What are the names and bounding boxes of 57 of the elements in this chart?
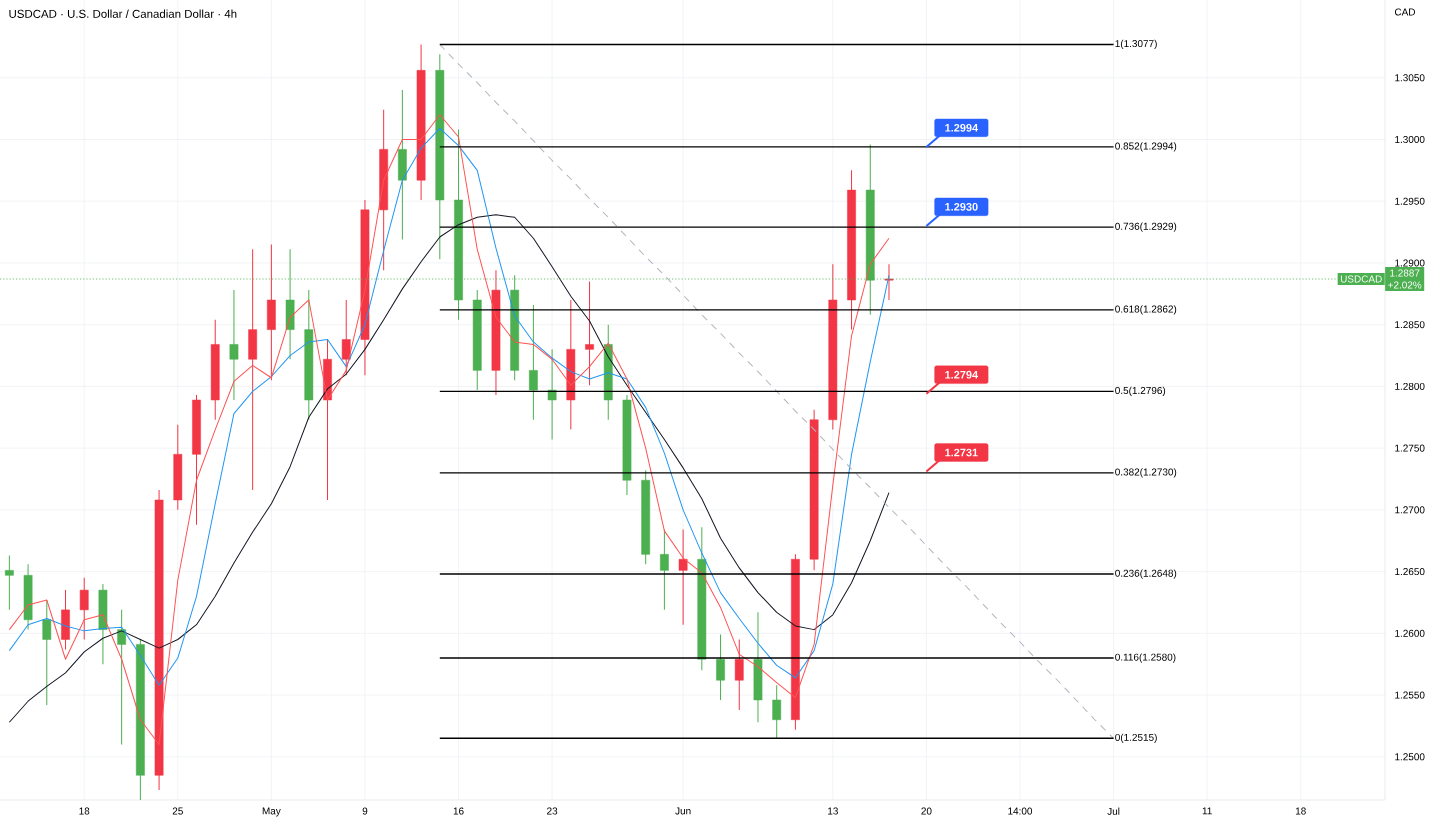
- series-label: 0.116(1.2580): [1115, 653, 1176, 663]
- candlestick: [229, 289, 239, 401]
- x-tick-label: 20: [921, 807, 932, 815]
- x-tick-label: 23: [547, 807, 558, 815]
- text: 1.2887: [1390, 269, 1420, 277]
- y-tick-label: 1.2700: [1395, 506, 1425, 514]
- candlestick: [660, 529, 669, 611]
- series-label: 0.382(1.2730): [1115, 468, 1177, 478]
- y-tick-label: 1.2650: [1395, 568, 1425, 576]
- y-tick-label: 1.2950: [1395, 197, 1425, 205]
- x-tick-label: 16: [453, 807, 464, 815]
- candlestick: [42, 599, 52, 706]
- annotation: 1.2930: [945, 202, 978, 211]
- candlestick: [4, 555, 14, 611]
- x-tick-label: May: [262, 807, 281, 817]
- annotation: 1.2994: [945, 123, 979, 132]
- y-tick-label: 1.2550: [1395, 691, 1425, 699]
- y-tick-label: 1.2600: [1395, 629, 1425, 637]
- x-tick-label: 25: [172, 807, 183, 815]
- x-tick-label: 18: [1295, 807, 1306, 815]
- x-tick-label: 9: [362, 807, 368, 815]
- candlestick: [678, 529, 688, 626]
- candlestick: [547, 348, 557, 440]
- series-label: 0(1.2515): [1115, 733, 1157, 743]
- candlestick: [734, 639, 744, 711]
- series-label: 1(1.3077): [1115, 39, 1157, 50]
- series-label: 0.852(1.2994): [1115, 142, 1177, 152]
- y-tick-label: 1.2900: [1395, 259, 1425, 267]
- x-tick-label: 18: [79, 807, 90, 815]
- series-label: 0.236(1.2648): [1115, 569, 1177, 579]
- x-tick-label: Jul: [1107, 807, 1120, 815]
- series-label: 0.5(1.2796): [1115, 386, 1166, 396]
- candlestick: [341, 299, 351, 376]
- candlestick: [529, 304, 538, 421]
- candlestick: [117, 609, 127, 745]
- annotation: 1.2794: [945, 370, 979, 379]
- text: +2.02%: [1388, 281, 1422, 289]
- y-tick-label: 1.2500: [1395, 753, 1425, 761]
- series-label: 0.618(1.2862): [1115, 305, 1177, 315]
- candlestick: [716, 634, 725, 701]
- y-tick-label: 1.2800: [1395, 382, 1425, 390]
- annotation: 1.2731: [945, 448, 978, 457]
- candlestick: [772, 684, 782, 739]
- x-tick-label: 14:00: [1008, 807, 1033, 815]
- candlestick: [79, 577, 89, 640]
- y-tick-label: 1.3050: [1395, 74, 1425, 82]
- y-tick-label: 1.2750: [1395, 444, 1425, 452]
- text: USDCAD · U.S. Dollar / Canadian Dollar · 4h: [9, 9, 237, 18]
- x-tick-label: 13: [828, 807, 838, 815]
- x-tick-label: Jun: [675, 807, 691, 815]
- y-axis-title: CAD: [1394, 8, 1416, 16]
- x-tick-label: 11: [1202, 807, 1212, 815]
- y-tick-label: 1.2850: [1395, 321, 1425, 329]
- series-label: 0.736(1.2929): [1115, 222, 1177, 232]
- candlestick: [585, 280, 594, 386]
- ref-line-label: USDCAD: [1340, 275, 1382, 283]
- y-tick-label: 1.3000: [1395, 135, 1425, 144]
